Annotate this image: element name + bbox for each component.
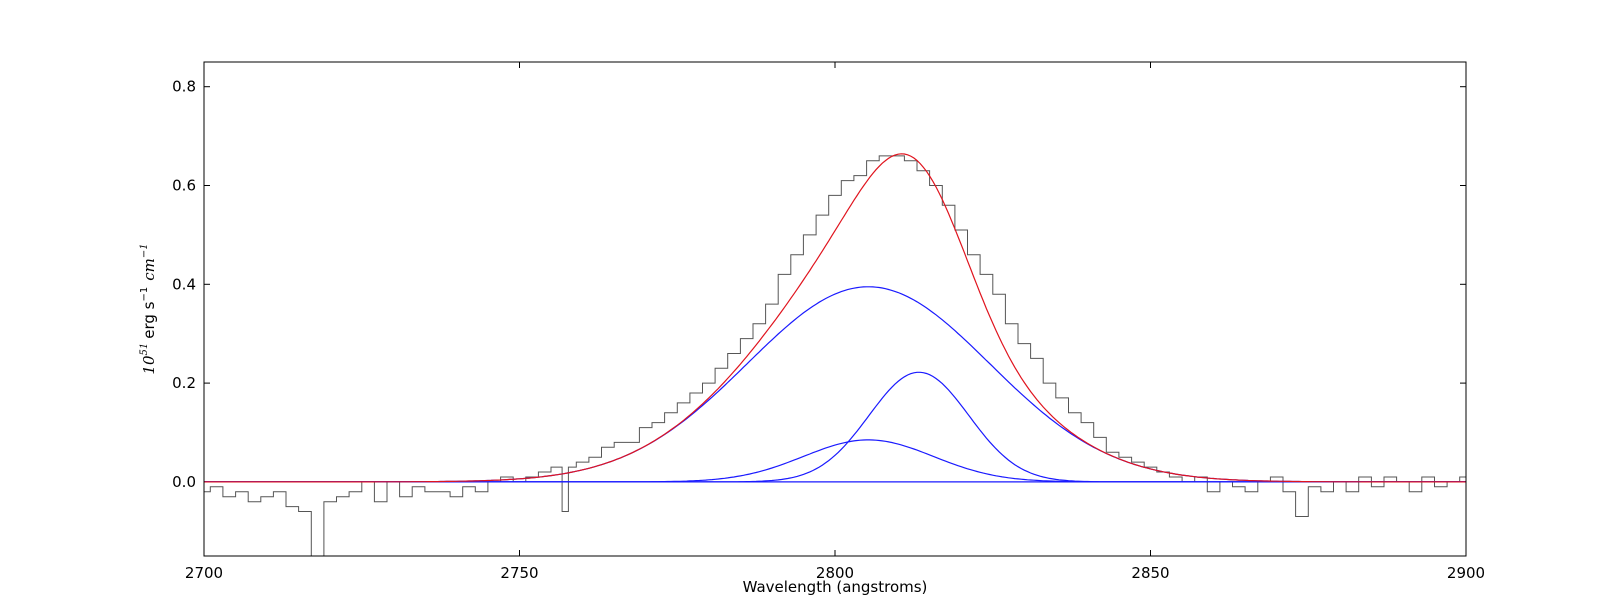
x-axis-label: Wavelength (angstroms) — [743, 578, 928, 596]
total-fit-line — [204, 153, 1466, 483]
curve-group — [204, 153, 1466, 557]
x-tick-label: 2800 — [816, 564, 854, 582]
tick-group: 2700 2750 2800 2850 2900 0.0 0.2 0.4 0.6 0.8 — [172, 62, 1485, 582]
x-tick-label: 2850 — [1131, 564, 1169, 582]
plot-frame — [203, 61, 1467, 557]
y-tick-label: 0.4 — [172, 275, 196, 293]
y-label-exp2: −1 — [139, 243, 150, 258]
y-label-unit1: erg s — [140, 301, 158, 338]
y-label-exp: 51 — [139, 343, 150, 356]
y-tick-label: 0.0 — [172, 473, 196, 491]
y-tick-label: 0.8 — [172, 78, 196, 96]
y-label-unit2: cm — [140, 258, 158, 281]
y-axis-label: 1051erg s−1cm−1 — [139, 243, 158, 374]
y-tick-label: 0.2 — [172, 374, 196, 392]
plot-background — [204, 62, 1466, 556]
x-tick-label: 2750 — [500, 564, 538, 582]
observed-spectrum — [204, 155, 1466, 557]
y-tick-label: 0.6 — [172, 177, 196, 195]
y-label-base: 10 — [140, 355, 158, 375]
x-tick-label: 2700 — [185, 564, 223, 582]
x-tick-label: 2900 — [1447, 564, 1485, 582]
y-label-exp1: −1 — [139, 287, 150, 302]
